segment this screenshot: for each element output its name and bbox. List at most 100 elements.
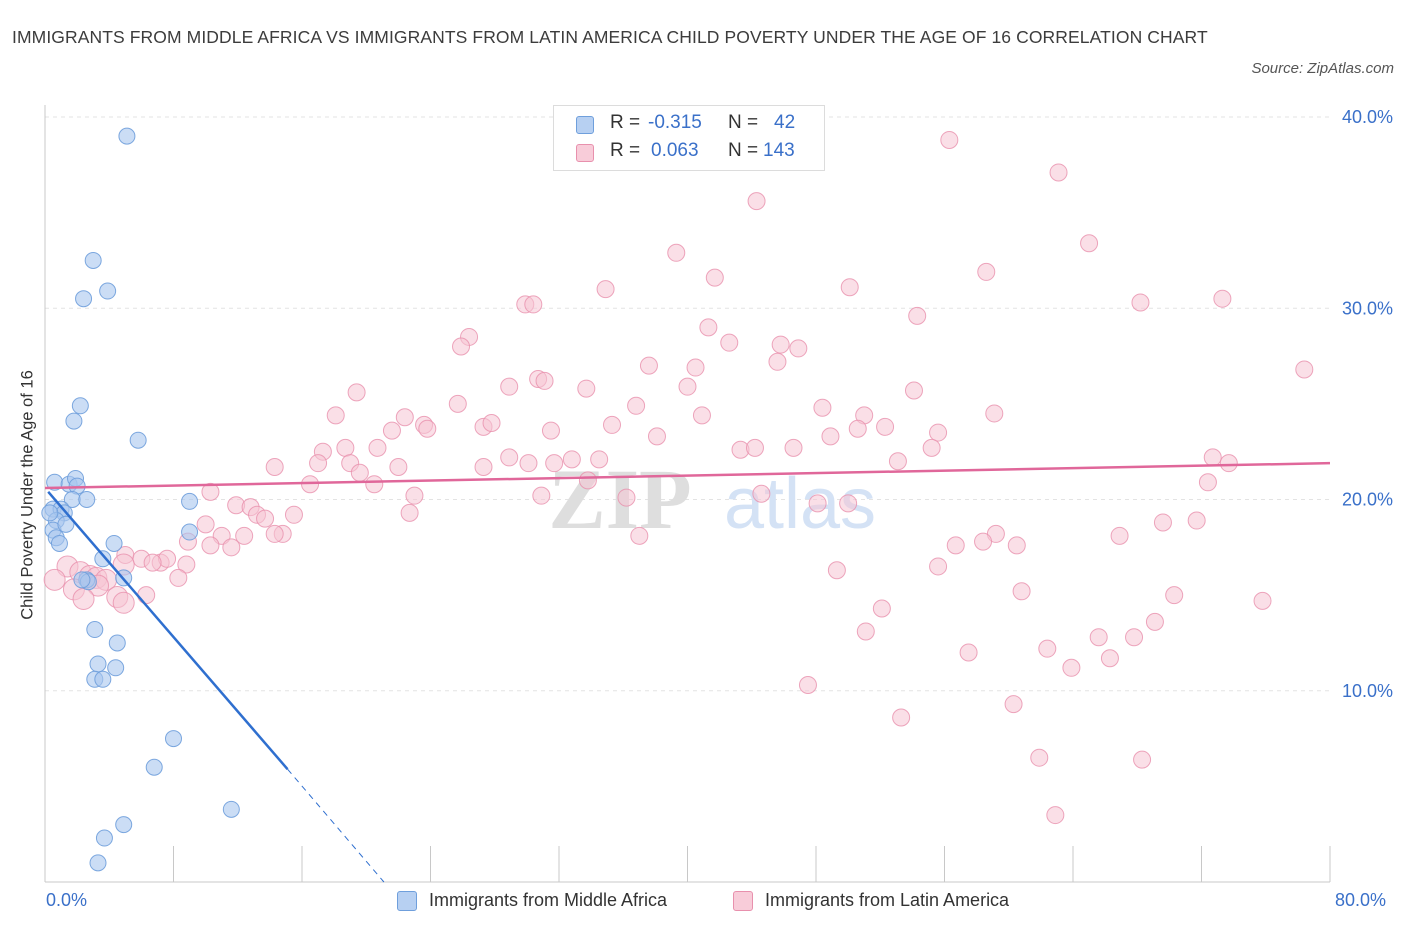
latin-america-point (578, 471, 597, 490)
latin-america-point (1253, 591, 1272, 610)
latin-america-point (1030, 748, 1049, 767)
latin-america-point (1145, 612, 1164, 631)
n-label: N = (728, 112, 759, 133)
axes (44, 105, 1331, 883)
latin-america-point (692, 406, 711, 425)
middle-africa-point (108, 634, 126, 652)
latin-america-point (535, 371, 554, 390)
gridlines (45, 116, 1330, 692)
middle-africa-point (78, 491, 96, 508)
latin-america-point (1080, 234, 1099, 253)
latin-america-point (389, 457, 408, 476)
middle-africa-point (57, 515, 75, 533)
latin-america-point (519, 454, 538, 473)
middle-africa-point (165, 730, 182, 748)
middle-africa-point (105, 534, 123, 552)
r-label: R = (610, 112, 641, 133)
correlation-legend: R = -0.315 N = 42 R = 0.063 N = 143 (553, 105, 825, 171)
latin-america-point (856, 622, 875, 641)
latin-america-point (524, 295, 543, 314)
latin-america-point (400, 503, 419, 522)
r-value: 0.063 (651, 140, 699, 161)
middle-africa-point (75, 290, 93, 308)
middle-africa-point (73, 571, 91, 589)
latin-america-point (745, 438, 764, 457)
latin-america-point (1165, 586, 1184, 605)
latin-america-point (627, 396, 646, 415)
latin-america-point (177, 555, 196, 574)
middle-africa-point (115, 816, 133, 834)
chart-title: IMMIGRANTS FROM MIDDLE AFRICA VS IMMIGRA… (12, 27, 1208, 47)
middle-africa-point (181, 492, 199, 510)
latin-america-point (405, 486, 424, 505)
latin-america-point (1213, 289, 1232, 308)
y-tick-label: 30.0% (1342, 298, 1393, 318)
latin-america-point (699, 318, 718, 337)
latin-america-point (678, 377, 697, 396)
latin-america-point (1133, 750, 1152, 769)
latin-america-point (326, 406, 345, 425)
latin-america-point (474, 457, 493, 476)
latin-america-point (112, 591, 135, 614)
latin-america-point (872, 599, 891, 618)
latin-america-point (596, 280, 615, 299)
latin-america-point (667, 243, 686, 262)
middle-africa-point (94, 550, 112, 568)
latin-america-point (752, 484, 771, 503)
latin-america-point (368, 438, 387, 457)
latin-america-point (771, 335, 790, 354)
latin-america-point (382, 421, 401, 440)
latin-america-point (808, 494, 827, 513)
latin-america-point (256, 509, 275, 528)
middle-africa-point (89, 655, 107, 673)
middle-africa-point (181, 523, 199, 541)
latin-america-point (541, 421, 560, 440)
middle-africa-point (95, 829, 113, 847)
legend-label: Immigrants from Latin America (765, 890, 1010, 910)
latin-america-point (929, 423, 948, 442)
latin-america-point (43, 568, 66, 591)
middle-africa-point (94, 670, 112, 688)
source-label: Source: ZipAtlas.com (1251, 60, 1394, 77)
latin-america-point (347, 383, 366, 402)
middle-africa-points (41, 127, 240, 872)
latin-america-point (1038, 639, 1057, 658)
latin-america-point (789, 339, 808, 358)
latin-america-point (265, 457, 284, 476)
latin-america-point (1089, 628, 1108, 647)
y-tick-labels: 10.0% 20.0% 30.0% 40.0% (1342, 107, 1393, 701)
middle-africa-point (99, 282, 117, 300)
latin-america-point (647, 427, 666, 446)
y-tick-label: 40.0% (1342, 107, 1393, 127)
latin-america-point (821, 427, 840, 446)
latin-america-point (1049, 163, 1068, 182)
latin-america-point (888, 452, 907, 471)
n-value: 143 (763, 140, 795, 161)
middle-africa-trend-extension (287, 768, 385, 883)
y-tick-label: 10.0% (1342, 681, 1393, 701)
latin-america-point (639, 356, 658, 375)
latin-america-point (336, 438, 355, 457)
latin-america-point (309, 454, 328, 473)
middle-africa-point (129, 431, 147, 449)
latin-america-point (1110, 526, 1129, 545)
latin-america-point (747, 192, 766, 211)
middle-africa-point (65, 412, 83, 430)
latin-america-point (813, 398, 832, 417)
latin-america-point (798, 676, 817, 695)
latin-america-point (1153, 513, 1172, 532)
latin-america-point (365, 475, 384, 494)
latin-america-point (630, 526, 649, 545)
latin-america-point (1062, 658, 1081, 677)
latin-america-point (985, 404, 1004, 423)
n-label: N = (728, 140, 759, 161)
latin-america-point (350, 463, 369, 482)
latin-america-point (908, 306, 927, 325)
r-label: R = (610, 140, 641, 161)
latin-america-trend-line (44, 461, 1331, 490)
latin-america-point (922, 438, 941, 457)
blue-swatch (576, 116, 594, 134)
latin-america-point (222, 538, 241, 557)
latin-america-point (827, 561, 846, 580)
